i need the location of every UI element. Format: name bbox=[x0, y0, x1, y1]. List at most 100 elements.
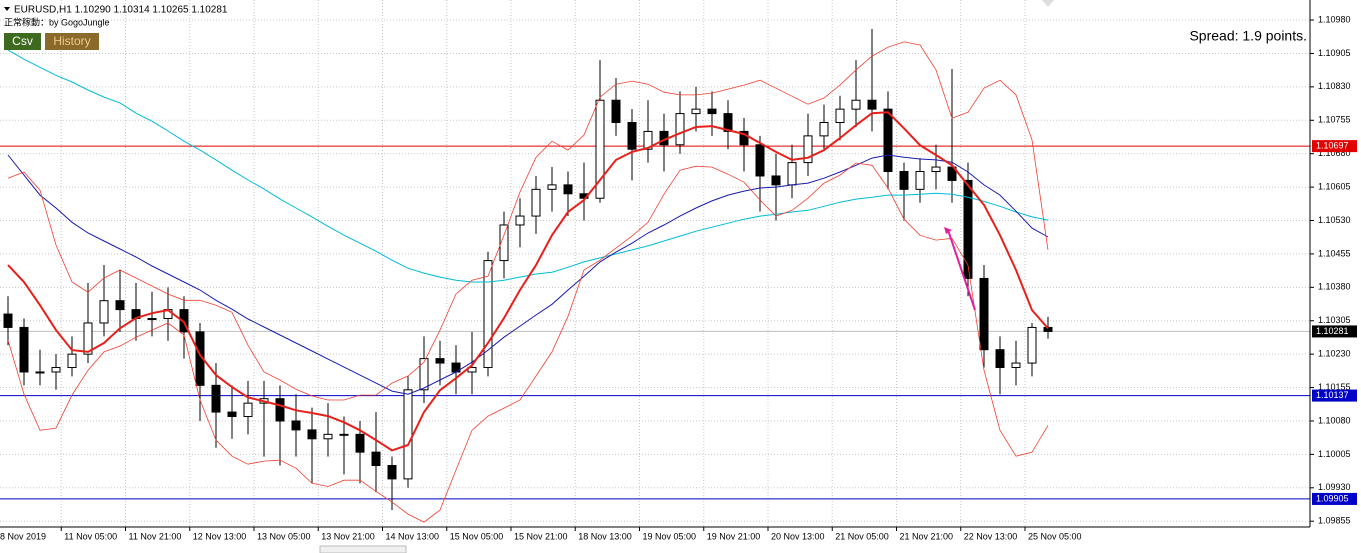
candle-body bbox=[1011, 362, 1021, 369]
y-tick-label: 1.10080 bbox=[1318, 415, 1351, 425]
arrow-marker bbox=[944, 227, 952, 234]
trend-line bbox=[947, 229, 976, 311]
history-button[interactable] bbox=[45, 33, 99, 50]
x-tick-label: 15 Nov 21:00 bbox=[514, 531, 568, 541]
candle-body bbox=[851, 99, 861, 110]
y-tick-label: 1.10680 bbox=[1318, 148, 1351, 158]
y-tick-label: 1.09855 bbox=[1318, 516, 1351, 526]
indicator-line bbox=[7, 49, 1049, 283]
plot bbox=[3, 28, 1053, 523]
x-tick-label: 12 Nov 13:00 bbox=[193, 531, 247, 541]
candle-body bbox=[3, 313, 13, 328]
candle-body bbox=[99, 300, 109, 324]
price-level-label: 1.10137 bbox=[1316, 390, 1349, 400]
candle-body bbox=[275, 398, 285, 422]
candle-body bbox=[563, 184, 573, 195]
price-level-tag bbox=[1312, 325, 1357, 338]
candle-body bbox=[307, 429, 317, 440]
candle-body bbox=[179, 309, 189, 333]
y-tick-label: 1.10755 bbox=[1318, 115, 1351, 125]
candle-body bbox=[499, 224, 509, 262]
y-tick-label: 1.10605 bbox=[1318, 181, 1351, 191]
y-tick-label: 1.10230 bbox=[1318, 349, 1351, 359]
candle-body bbox=[339, 433, 349, 436]
price-level-label: 1.09905 bbox=[1316, 493, 1349, 503]
x-tick-label: 8 Nov 2019 bbox=[0, 531, 46, 541]
candle-body bbox=[899, 171, 909, 190]
x-tick-label: 18 Nov 13:00 bbox=[578, 531, 632, 541]
candle-body bbox=[995, 349, 1005, 369]
y-tick-label: 1.10305 bbox=[1318, 315, 1351, 325]
indicator-line bbox=[7, 111, 1049, 452]
candle-body bbox=[755, 144, 765, 177]
price-level-tag bbox=[1312, 140, 1357, 153]
x-tick-label: 21 Nov 21:00 bbox=[900, 531, 954, 541]
candle-body bbox=[483, 260, 493, 369]
x-tick-label: 21 Nov 05:00 bbox=[835, 531, 889, 541]
candle-body bbox=[515, 215, 525, 226]
candle-body bbox=[787, 162, 797, 186]
y-tick-label: 1.10155 bbox=[1318, 382, 1351, 392]
indicator-line bbox=[7, 41, 1049, 401]
candle-body bbox=[147, 318, 157, 321]
y-tick-label: 1.09930 bbox=[1318, 482, 1351, 492]
price-level-tag bbox=[1312, 389, 1357, 402]
candle-body bbox=[435, 358, 445, 364]
csv-button[interactable] bbox=[4, 33, 41, 50]
candle-body bbox=[419, 358, 429, 391]
y-tick-label: 1.10005 bbox=[1318, 449, 1351, 459]
candle-body bbox=[531, 188, 541, 217]
indicator-line bbox=[7, 154, 1049, 395]
candle-body bbox=[387, 465, 397, 480]
candle-body bbox=[83, 322, 93, 355]
shift-marker bbox=[1042, 0, 1054, 7]
price-level-tag bbox=[1312, 492, 1357, 505]
candle-body bbox=[211, 384, 221, 413]
candle-body bbox=[867, 99, 877, 110]
candle-body bbox=[371, 451, 381, 467]
price-level-label: 1.10281 bbox=[1316, 326, 1349, 336]
menu-triangle[interactable] bbox=[4, 7, 10, 11]
candle-body bbox=[835, 108, 845, 124]
x-tick-label: 19 Nov 05:00 bbox=[643, 531, 697, 541]
candle-body bbox=[691, 108, 701, 115]
candle-body bbox=[595, 99, 605, 199]
csv-button-label[interactable]: Csv bbox=[12, 34, 33, 48]
candle-body bbox=[819, 122, 829, 137]
candle-body bbox=[803, 135, 813, 164]
spread-label: Spread: 1.9 points. bbox=[1189, 28, 1307, 44]
symbol-header: EURUSD,H1 1.10290 1.10314 1.10265 1.1028… bbox=[14, 5, 228, 16]
history-button-label[interactable]: History bbox=[53, 34, 90, 48]
candle-body bbox=[643, 130, 653, 150]
grid bbox=[0, 0, 1310, 527]
candle-body bbox=[931, 166, 941, 173]
x-tick-label: 20 Nov 13:00 bbox=[771, 531, 825, 541]
candle-body bbox=[611, 99, 621, 124]
candle-body bbox=[947, 166, 957, 181]
x-tick-label: 11 Nov 21:00 bbox=[129, 531, 182, 541]
candle-body bbox=[355, 433, 365, 453]
y-tick-label: 1.10380 bbox=[1318, 282, 1351, 292]
candle-body bbox=[1027, 326, 1037, 364]
x-tick-label: 13 Nov 21:00 bbox=[321, 531, 375, 541]
x-tick-label: 25 Nov 05:00 bbox=[1028, 531, 1082, 541]
candle-body bbox=[883, 108, 893, 173]
x-tick-label: 22 Nov 13:00 bbox=[964, 531, 1018, 541]
x-tick-label: 19 Nov 21:00 bbox=[707, 531, 761, 541]
price-axis-panel bbox=[1310, 0, 1361, 553]
candle-body bbox=[675, 113, 685, 146]
axes: 1.109801.109051.108301.107551.106801.106… bbox=[0, 14, 1357, 541]
y-tick-label: 1.10530 bbox=[1318, 215, 1351, 225]
scroll-tab[interactable] bbox=[319, 545, 407, 553]
candle-body bbox=[547, 184, 557, 190]
x-tick-label: 13 Nov 05:00 bbox=[257, 531, 311, 541]
candle-body bbox=[739, 130, 749, 146]
candle-body bbox=[771, 175, 781, 186]
candle-body bbox=[707, 108, 717, 115]
indicator-line bbox=[7, 162, 1049, 523]
y-tick-label: 1.10980 bbox=[1318, 14, 1351, 24]
candle-body bbox=[243, 402, 253, 418]
candle-body bbox=[963, 179, 973, 279]
